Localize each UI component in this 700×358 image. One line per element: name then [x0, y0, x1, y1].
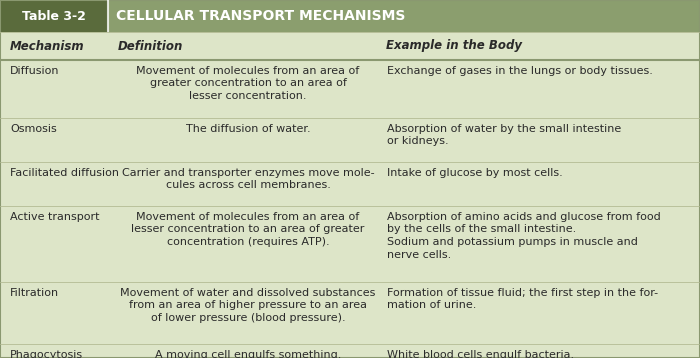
Text: of lower pressure (blood pressure).: of lower pressure (blood pressure).	[150, 313, 345, 323]
Text: Absorption of water by the small intestine: Absorption of water by the small intesti…	[387, 124, 622, 134]
FancyBboxPatch shape	[108, 0, 700, 32]
Text: lesser concentration to an area of greater: lesser concentration to an area of great…	[132, 224, 365, 234]
FancyBboxPatch shape	[0, 32, 700, 358]
Text: lesser concentration.: lesser concentration.	[189, 91, 307, 101]
Text: cules across cell membranes.: cules across cell membranes.	[166, 180, 330, 190]
Text: mation of urine.: mation of urine.	[387, 300, 477, 310]
Text: Table 3-2: Table 3-2	[22, 10, 86, 23]
Text: Active transport: Active transport	[10, 212, 99, 222]
Text: A moving cell engulfs something.: A moving cell engulfs something.	[155, 350, 341, 358]
Text: Facilitated diffusion: Facilitated diffusion	[10, 168, 119, 178]
Text: Exchange of gases in the lungs or body tissues.: Exchange of gases in the lungs or body t…	[387, 66, 653, 76]
Text: Filtration: Filtration	[10, 288, 59, 298]
Text: concentration (requires ATP).: concentration (requires ATP).	[167, 237, 329, 247]
Text: Movement of molecules from an area of: Movement of molecules from an area of	[136, 212, 360, 222]
Text: greater concentration to an area of: greater concentration to an area of	[150, 78, 346, 88]
Text: The diffusion of water.: The diffusion of water.	[186, 124, 310, 134]
Text: Phagocytosis: Phagocytosis	[10, 350, 83, 358]
Text: White blood cells engulf bacteria.: White blood cells engulf bacteria.	[387, 350, 574, 358]
Text: Diffusion: Diffusion	[10, 66, 60, 76]
Text: Mechanism: Mechanism	[10, 39, 85, 53]
Text: Osmosis: Osmosis	[10, 124, 57, 134]
Text: or kidneys.: or kidneys.	[387, 136, 449, 146]
Text: Formation of tissue fluid; the first step in the for-: Formation of tissue fluid; the first ste…	[387, 288, 658, 298]
Text: Movement of water and dissolved substances: Movement of water and dissolved substanc…	[120, 288, 376, 298]
Text: Example in the Body: Example in the Body	[386, 39, 522, 53]
Text: CELLULAR TRANSPORT MECHANISMS: CELLULAR TRANSPORT MECHANISMS	[116, 9, 405, 23]
Text: Intake of glucose by most cells.: Intake of glucose by most cells.	[387, 168, 563, 178]
Text: Carrier and transporter enzymes move mole-: Carrier and transporter enzymes move mol…	[122, 168, 374, 178]
Text: Absorption of amino acids and glucose from food: Absorption of amino acids and glucose fr…	[387, 212, 661, 222]
Text: from an area of higher pressure to an area: from an area of higher pressure to an ar…	[129, 300, 367, 310]
Text: nerve cells.: nerve cells.	[387, 250, 452, 260]
FancyBboxPatch shape	[0, 0, 108, 32]
Text: Definition: Definition	[118, 39, 183, 53]
Text: by the cells of the small intestine.: by the cells of the small intestine.	[387, 224, 576, 234]
Text: Movement of molecules from an area of: Movement of molecules from an area of	[136, 66, 360, 76]
Text: Sodium and potassium pumps in muscle and: Sodium and potassium pumps in muscle and	[387, 237, 638, 247]
